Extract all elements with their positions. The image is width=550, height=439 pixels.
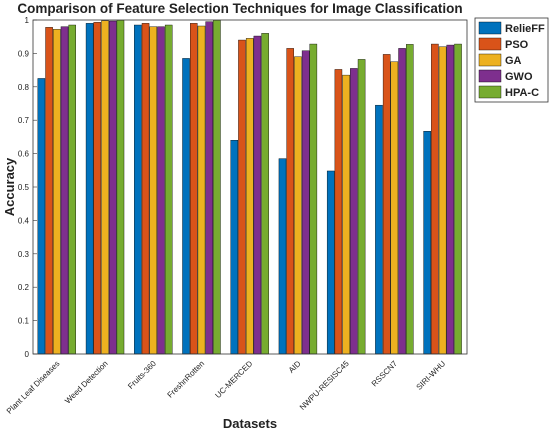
x-tick-label: AID: [287, 359, 303, 375]
bar: [398, 48, 406, 355]
bar: [357, 59, 366, 355]
legend-label: HPA-C: [505, 87, 539, 99]
y-tick-label: 0.4: [18, 216, 30, 225]
legend-swatch: [478, 53, 502, 67]
bar: [85, 23, 94, 355]
legend-swatch: [478, 85, 502, 99]
y-tick-label: 0.5: [18, 183, 30, 192]
x-tick-label: Fruits-360: [126, 359, 158, 391]
legend-swatch: [478, 69, 502, 83]
legend-label: RelieFF: [505, 23, 545, 35]
bar: [93, 22, 102, 355]
bar: [454, 43, 462, 355]
bar: [238, 39, 246, 355]
bar: [101, 20, 109, 355]
bar: [164, 24, 173, 355]
chart-title: Comparison of Feature Selection Techniqu…: [17, 1, 462, 16]
y-axis-label: Accuracy: [2, 157, 17, 216]
bar: [301, 50, 310, 355]
bar: [431, 43, 439, 355]
bar: [446, 44, 455, 355]
plot-frame: [32, 19, 468, 355]
bar: [157, 26, 165, 355]
x-tick-label: FreshnRotten: [166, 359, 207, 400]
y-tick-label: 0: [25, 350, 30, 359]
legend-label: PSO: [505, 39, 529, 51]
bar: [326, 170, 335, 355]
bar: [37, 78, 46, 355]
bar: [60, 26, 69, 355]
bar: [230, 140, 239, 355]
bar: [334, 69, 343, 355]
y-tick-label: 0.3: [18, 250, 30, 259]
bar: [261, 33, 269, 355]
bar: [68, 24, 76, 355]
bar: [190, 23, 198, 355]
bar: [350, 68, 358, 355]
bar: [45, 27, 53, 355]
bar: [438, 46, 447, 355]
x-tick-label: Weed Detection: [63, 359, 110, 406]
bar: [141, 23, 150, 355]
y-tick-label: 0.7: [18, 116, 30, 125]
x-tick-label: Plant Leaf Diseases: [5, 359, 62, 416]
x-tick-label: SIRI-WHU: [415, 359, 448, 392]
legend-swatch: [478, 21, 502, 35]
bar: [213, 20, 221, 355]
y-tick-label: 1: [25, 16, 30, 25]
bar: [149, 26, 158, 355]
x-tick-label: NWPU-RESISC45: [298, 359, 351, 412]
legend-swatch: [478, 37, 502, 51]
bar: [406, 44, 414, 355]
bar: [382, 54, 391, 355]
y-tick-label: 0.8: [18, 83, 30, 92]
x-axis-label: Datasets: [223, 416, 277, 431]
x-tick-label: UC-MERCED: [213, 359, 254, 400]
y-tick-label: 0.1: [18, 317, 30, 326]
bar: [205, 21, 213, 355]
bar: [116, 20, 125, 355]
bar: [182, 58, 190, 355]
bar: [278, 158, 287, 355]
bar: [253, 35, 262, 355]
bar: [294, 56, 302, 355]
bar: [390, 61, 399, 355]
bar: [245, 38, 254, 355]
bar: [342, 74, 350, 355]
y-tick-label: 0.6: [18, 150, 30, 159]
bar: [286, 48, 294, 355]
bar: [53, 29, 61, 355]
bar: [108, 20, 117, 355]
y-tick-label: 0.2: [18, 283, 30, 292]
y-tick-label: 0.9: [18, 49, 30, 58]
bar: [375, 104, 383, 355]
bar: [134, 24, 142, 355]
x-tick-label: RSSCN7: [370, 359, 400, 389]
bar: [309, 43, 318, 355]
legend-label: GA: [505, 55, 522, 67]
bar: [197, 25, 206, 355]
legend-label: GWO: [505, 71, 533, 83]
bar: [423, 131, 431, 355]
